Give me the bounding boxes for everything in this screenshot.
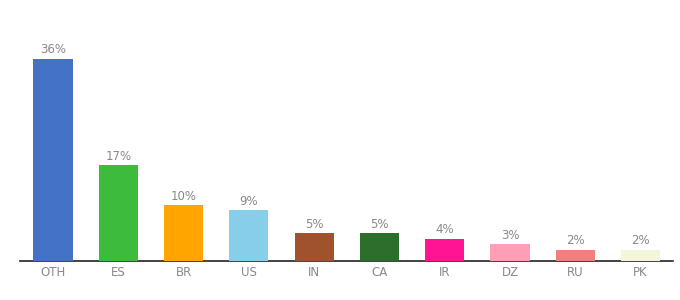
Text: 9%: 9% [239,195,258,208]
Bar [425,238,464,261]
Bar [490,244,530,261]
Bar [164,205,203,261]
Bar [556,250,595,261]
Bar [229,210,269,261]
Text: 10%: 10% [171,190,197,202]
Text: 17%: 17% [105,150,131,163]
Text: 36%: 36% [40,43,66,56]
Text: 2%: 2% [566,235,585,248]
Text: 2%: 2% [631,235,650,248]
Bar [33,58,73,261]
Text: 5%: 5% [370,218,389,231]
Text: 5%: 5% [305,218,324,231]
Bar [99,165,138,261]
Bar [294,233,334,261]
Text: 3%: 3% [500,229,520,242]
Bar [360,233,399,261]
Bar [621,250,660,261]
Text: 4%: 4% [435,223,454,236]
